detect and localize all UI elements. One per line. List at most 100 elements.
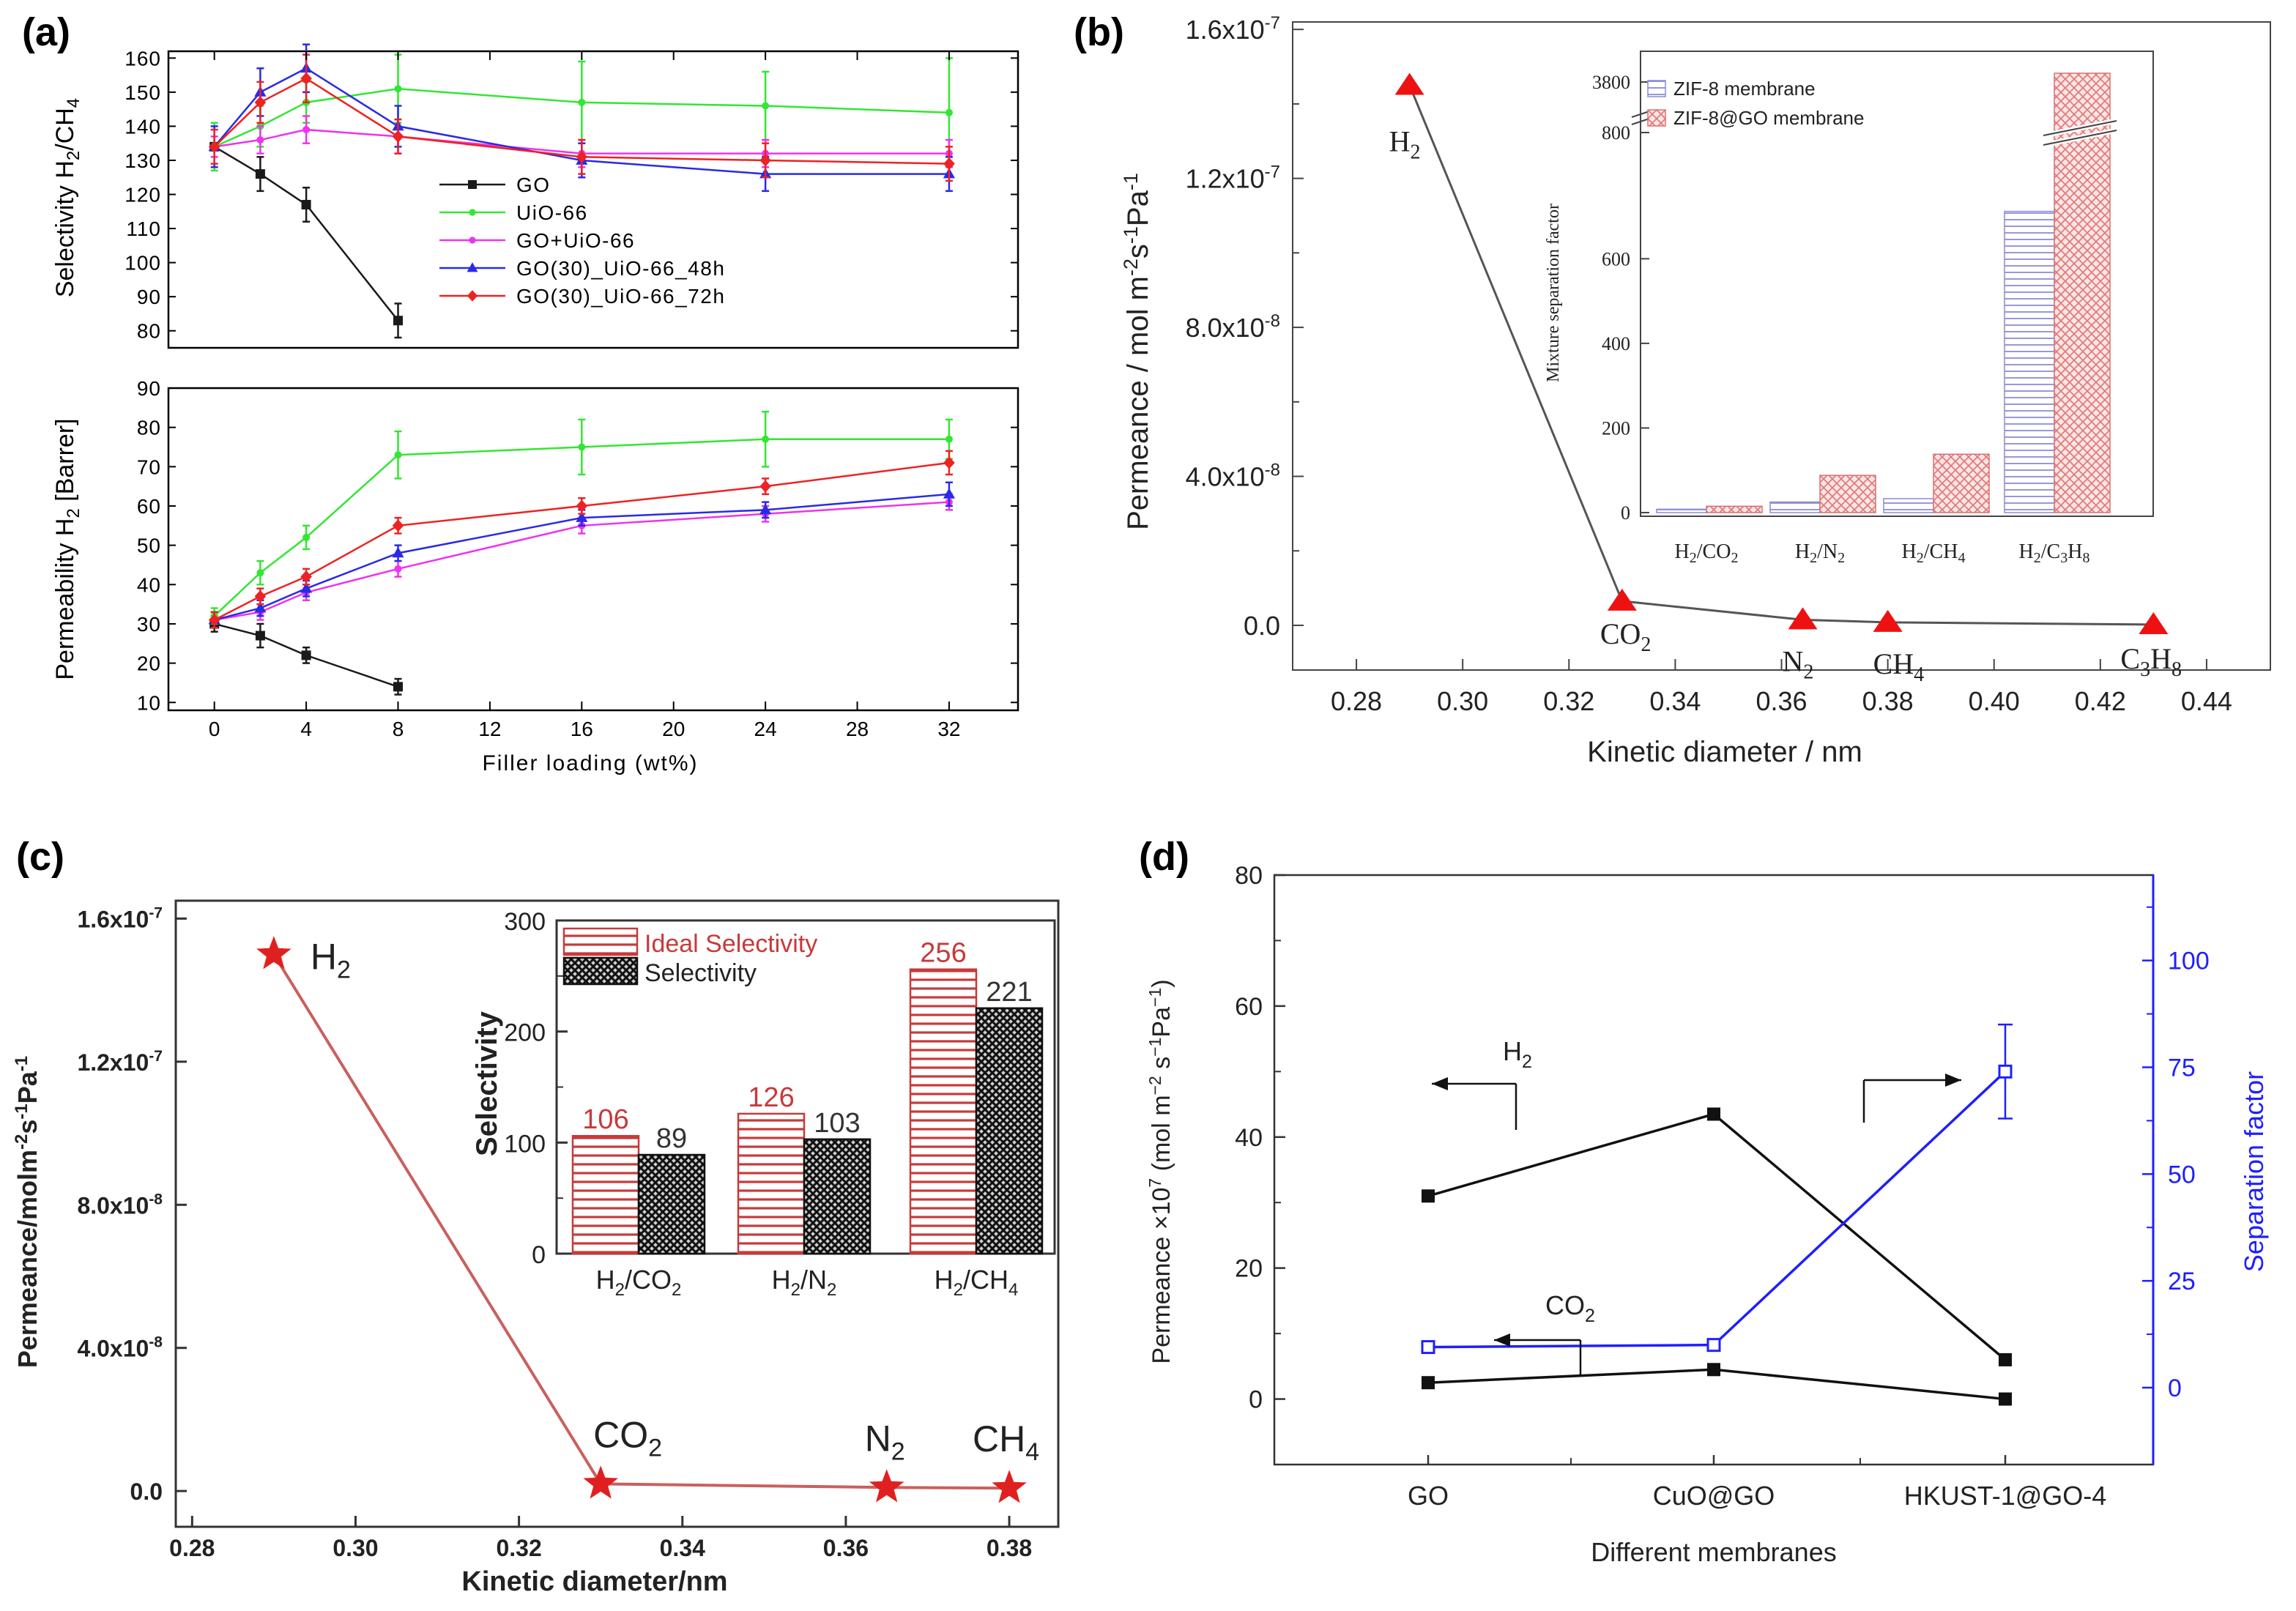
legend-item: GO(30)_UiO-66_48h: [439, 257, 724, 280]
y-tick-label: 150: [125, 81, 161, 104]
panel-a-label: (a): [22, 10, 70, 54]
data-point: [1421, 1340, 1435, 1355]
data-point: [208, 140, 220, 153]
data-point: [301, 650, 311, 661]
a-bottom-y-ticks: 10 20 30 40 50 60 70 80 90: [137, 377, 1018, 714]
a-bottom-frame: [167, 387, 1019, 712]
legend-marker: [469, 237, 476, 244]
legend-label: ZIF-8 membrane: [1673, 78, 1816, 100]
data-point: [578, 98, 586, 106]
x-tick-label: 0.34: [660, 1535, 705, 1561]
series-go-30-uio-66-72h: [208, 53, 955, 182]
x-tick-label: 0.42: [2075, 686, 2126, 716]
legend-marker: [468, 180, 477, 189]
a-top-y-ticks: 80 90 100 110 120 130 140 150 160: [125, 47, 1018, 343]
series-h2: [1422, 1107, 2012, 1366]
y-tick-label: 0.0: [1244, 611, 1280, 641]
x-category-label: H2/N2: [1795, 540, 1845, 566]
data-point: [1607, 588, 1637, 611]
data-point: [1394, 72, 1424, 95]
x-tick-label: 0.28: [169, 1535, 215, 1561]
bar-zif8-go: [1933, 453, 1990, 513]
point-label: N2: [1783, 644, 1814, 683]
y-tick-label: 40: [1235, 1124, 1263, 1152]
legend-swatch: [562, 927, 639, 956]
data-point: [1999, 1353, 2012, 1366]
bar-zif8-go: [1706, 505, 1763, 513]
data-point: [943, 488, 956, 499]
b-y-axis-label: Permeance / mol m-2s-1Pa-1: [1120, 173, 1154, 530]
bar-break-mark: [2043, 120, 2117, 146]
h2-arrow-head: [1432, 1077, 1448, 1090]
y-tick-label: 200: [1602, 417, 1630, 439]
d-right-y-ticks: 0 25 50 75 100: [2142, 875, 2210, 1465]
panel-c-label: (c): [16, 835, 64, 879]
data-point: [300, 582, 313, 593]
data-point: [255, 630, 265, 641]
point-label: N2: [865, 1418, 905, 1465]
series-uio-66: [210, 410, 953, 625]
data-point: [300, 570, 312, 584]
data-point: [1999, 1392, 2012, 1406]
bar-zif8: [2004, 210, 2055, 513]
bar-ideal-selectivity: [737, 1112, 806, 1255]
x-tick-label: 0.36: [823, 1535, 869, 1561]
c-y-ticks: 0.0 4.0x10-8 8.0x10-8 1.2x10-7 1.6x10-7: [77, 904, 187, 1505]
panel-d-label: (d): [1139, 835, 1189, 879]
data-point: [943, 456, 955, 469]
y2-tick-label: 25: [2168, 1268, 2196, 1295]
y-tick-label: 130: [125, 149, 161, 172]
data-point: [1707, 1363, 1720, 1377]
panel-a-top-plot: 80 90 100 110 120 130 140 150 160 Selectivity H2…: [51, 43, 1019, 349]
panel-c: (c) 0.04.0x10-88.0x10-81.2x10-71.6x10-7 …: [12, 835, 1060, 1597]
legend-swatch: [562, 956, 639, 986]
point-label: C3H8: [2120, 642, 2182, 681]
point-label: CH4: [973, 1418, 1039, 1466]
data-label: 126: [748, 1082, 794, 1113]
b-x-axis-label: Kinetic diameter / nm: [1587, 736, 1862, 768]
data-point: [1873, 609, 1903, 632]
legend-label: GO+UiO-66: [516, 229, 635, 252]
panel-b: (b) 0.04.0x10-88.0x10-81.2x10-71.6x10-7 …: [1074, 10, 2271, 768]
b-series: H2 CO2 N2 CH4 C3H8: [1389, 72, 2182, 686]
x-tick-label: 4: [300, 718, 312, 740]
b-inset-bars: [1656, 72, 2117, 513]
b-inset-y-axis-label: Mixture separation factor: [1544, 204, 1563, 382]
legend-label: ZIF-8@GO membrane: [1673, 107, 1864, 129]
x-tick-label: 32: [937, 718, 960, 740]
d-x-ticks: GO CuO@GO HKUST-1@GO-4: [1408, 1455, 2106, 1511]
data-point: [576, 150, 588, 163]
b-inset-legend: ZIF-8 membrane ZIF-8@GO membrane: [1647, 78, 1864, 129]
data-point: [256, 569, 264, 577]
data-point: [394, 451, 402, 459]
point-label: CO2: [593, 1414, 662, 1462]
legend-item: UiO-66: [439, 201, 587, 224]
panel-b-label: (b): [1074, 10, 1124, 54]
y-tick-label: 4.0x10-8: [77, 1334, 163, 1362]
a-top-frame: [167, 50, 1019, 349]
data-point: [583, 1465, 618, 1499]
y-tick-label: 800: [1602, 122, 1630, 144]
x-category-label: H2/CH4: [935, 1265, 1019, 1300]
c-series: H2 CO2 N2 CH4: [256, 936, 1039, 1503]
y-tick-label: 100: [125, 252, 161, 275]
bar-zif8: [1656, 508, 1707, 513]
bar-zif8: [1769, 501, 1821, 513]
data-point: [945, 108, 953, 116]
data-point: [1707, 1107, 1720, 1121]
d-series: [1421, 1023, 2013, 1406]
a-bottom-series: [208, 410, 956, 696]
bar-zif8-go: [2054, 72, 2111, 513]
y-tick-label: 0: [1621, 502, 1630, 524]
data-point: [945, 435, 953, 443]
series-co2: [1422, 1363, 2012, 1406]
b-inset: 0 200 400 600 800 3800 Mixture separation fac…: [1544, 51, 2154, 566]
panel-a-bottom-plot: 10 20 30 40 50 60 70 80 90 0 4 8 12 16 20 24 28 32 Perme…: [51, 51, 1019, 775]
legend-swatch: [1647, 109, 1666, 127]
bar-zif8: [1883, 498, 1934, 513]
x-tick-label: 20: [662, 718, 685, 740]
b-inset-y-ticks: 0 200 400 600 800 3800: [1592, 72, 1650, 524]
x-tick-label: 0.32: [496, 1535, 541, 1561]
data-point: [576, 511, 588, 522]
